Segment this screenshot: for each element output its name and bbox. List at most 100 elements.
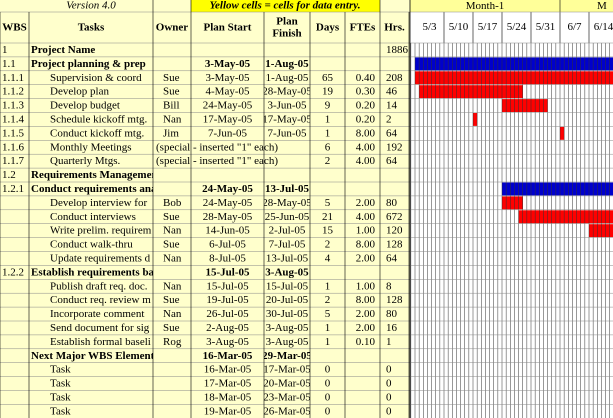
task: Conduct kickoff mtg.	[50, 127, 144, 139]
cell: 23-Mar-05	[264, 391, 310, 403]
task: Establish requirements baselin	[31, 266, 175, 278]
month-label: M	[597, 0, 607, 12]
cell: Sue	[163, 322, 180, 334]
cell: 24-May-05	[203, 100, 253, 112]
plan-finish: 20-Mar-05	[263, 378, 311, 390]
plan-finish: 1-Aug-05	[266, 72, 309, 84]
cell: Nan	[163, 252, 182, 264]
plan-finish: 7-Jul-05	[269, 239, 306, 251]
owner: Sue	[163, 72, 180, 84]
cell: Rog	[163, 336, 182, 348]
cell: Next Major WBS Element	[31, 350, 153, 362]
plan-start: 17-May-05	[203, 113, 253, 125]
cell: 8.00	[356, 127, 376, 139]
owner: (special - inserted "1" each)	[156, 141, 278, 153]
table-background	[0, 0, 410, 418]
plan-start: 24-May-05	[203, 197, 253, 209]
cell: 3-Jun-05	[267, 100, 307, 112]
cell: Develop budget	[50, 100, 120, 112]
plan-start: 19-Jul-05	[206, 294, 249, 306]
cell: 1	[325, 127, 331, 139]
wbs: 1.1.5	[2, 127, 25, 139]
gantt-bar	[560, 126, 565, 140]
cell: 19	[322, 86, 334, 98]
cell: 1.1.2	[2, 86, 24, 98]
days: 0	[325, 391, 331, 403]
cell: 1.2.1	[2, 183, 24, 195]
days: 21	[322, 211, 333, 223]
ftes: 0.10	[356, 336, 376, 348]
ftes: 2.00	[356, 197, 376, 209]
plan-finish: 26-Mar-05	[263, 405, 311, 417]
owner: Nan	[163, 308, 182, 320]
owner: Nan	[163, 225, 182, 237]
week-label: 5/31	[536, 21, 556, 33]
task: Conduct interviews	[50, 211, 136, 223]
wbs: 1.1	[2, 58, 16, 70]
cell: 128	[386, 294, 403, 306]
plan-start: 4-May-05	[206, 86, 250, 98]
cell: 13-Jul-05	[266, 252, 309, 264]
cell: 2-Jul-05	[269, 225, 306, 237]
days: 2	[325, 239, 331, 251]
wbs: 1.1.1	[2, 72, 24, 84]
cell: 15-Jul-05	[206, 280, 249, 292]
cell: Update requirements d	[50, 252, 151, 264]
owner: Sue	[163, 239, 180, 251]
cell: 1.1.1	[2, 72, 24, 84]
cell: 5	[325, 197, 331, 209]
week-label: 5/24	[507, 21, 527, 33]
plan-finish: 17-May-05	[262, 113, 312, 125]
column-header: FTEs	[350, 22, 376, 34]
plan-start: 15-Jul-05	[206, 280, 249, 292]
plan-start: 24-May-05	[202, 183, 253, 195]
cell: 1	[2, 44, 8, 56]
month-background	[410, 0, 613, 12]
cell: Schedule kickoff mtg.	[50, 113, 147, 125]
cell: Sue	[163, 72, 180, 84]
plan-start: 2-Aug-05	[206, 322, 249, 334]
task: Publish draft req. doc.	[50, 280, 148, 292]
cell: 80	[386, 197, 398, 209]
cell: 4.00	[356, 211, 376, 223]
plan-start: 15-Jul-05	[206, 266, 251, 278]
hours: 0	[386, 364, 392, 376]
cell: Write prelim. requirem	[50, 225, 152, 237]
cell: Days	[316, 22, 340, 34]
month-label: Month-1	[466, 0, 505, 12]
cell: 13-Jul-05	[265, 183, 310, 195]
task: Task	[50, 391, 71, 403]
cell: 4-May-05	[206, 86, 250, 98]
owner: Sue	[163, 86, 180, 98]
cell: 0	[386, 364, 392, 376]
plan-finish: 28-May-05	[262, 86, 312, 98]
ftes: 8.00	[356, 239, 376, 251]
cell: Project planning & prep	[31, 58, 146, 70]
cell: 3-Aug-05	[265, 266, 309, 278]
cell: 2.00	[356, 322, 376, 334]
days: 1	[325, 127, 331, 139]
cell: 3-Aug-05	[206, 336, 249, 348]
cell: 1	[325, 322, 331, 334]
ftes: 0.20	[356, 113, 376, 125]
cell: 15-Jul-05	[206, 266, 251, 278]
days: 19	[322, 86, 334, 98]
cell: 2	[325, 239, 331, 251]
cell: 26-Jul-05	[206, 308, 249, 320]
hours: 46	[386, 86, 398, 98]
cell: 8.00	[356, 294, 376, 306]
ftes: 2.00	[356, 322, 376, 334]
wbs: 1.1.6	[2, 141, 25, 153]
plan-start: 3-Aug-05	[206, 336, 249, 348]
cell: 17-May-05	[262, 113, 312, 125]
hours: 8	[386, 280, 392, 292]
cell: 1.00	[356, 225, 376, 237]
column-header: Plan Start	[204, 22, 252, 34]
cell: 7-Jun-05	[208, 127, 248, 139]
hours: 64	[386, 252, 398, 264]
column-header: Tasks	[78, 22, 105, 34]
cell: 6-Jul-05	[209, 239, 246, 251]
cell: Supervision & coord	[50, 72, 142, 84]
cell: 19-Jul-05	[206, 294, 249, 306]
